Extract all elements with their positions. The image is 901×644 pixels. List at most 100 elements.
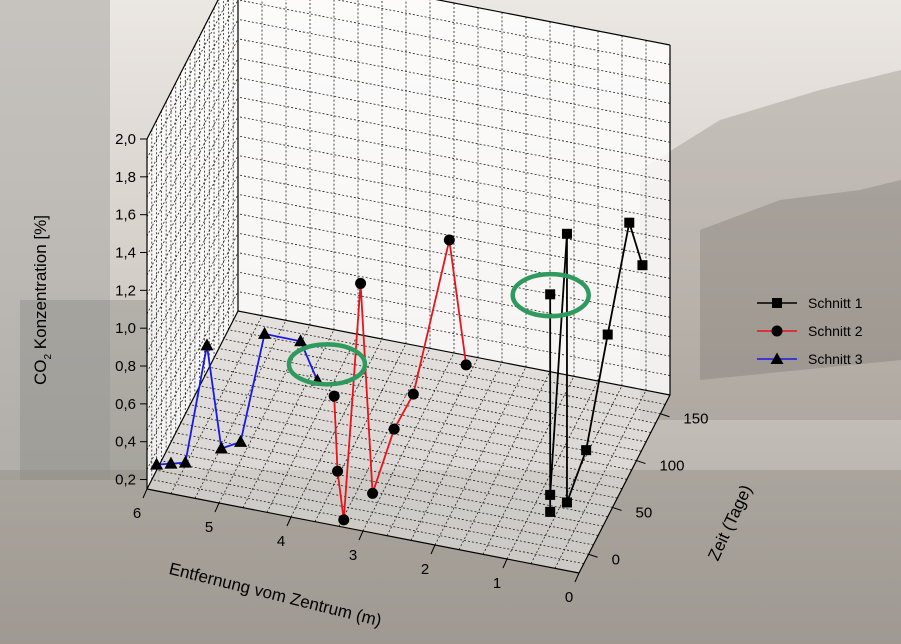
grid-line — [146, 77, 239, 256]
data-point-square — [545, 506, 556, 517]
floor-edge — [146, 310, 239, 490]
grid-line — [146, 194, 239, 373]
y-tick-label: 150 — [683, 411, 708, 428]
x-tick-label: 2 — [421, 561, 429, 578]
data-point-triangle — [214, 441, 228, 454]
legend-marker-circle — [771, 325, 783, 337]
data-point-circle — [332, 465, 344, 477]
legend: Schnitt 1 Schnitt 2 Schnitt 3 — [757, 295, 863, 367]
grid-line — [266, 334, 359, 513]
grid-line — [185, 413, 618, 499]
series-2 — [328, 234, 472, 526]
data-point-square — [561, 497, 572, 508]
x-tick-mark — [502, 558, 508, 569]
grid-line — [506, 380, 599, 560]
z-axis-ticks: 0,2 0,4 0,6 0,8 1,0 1,2 1,4 1,6 1,8 2,0 — [115, 131, 147, 489]
grid-line — [194, 394, 627, 480]
grid-line — [386, 357, 479, 536]
grid-line — [237, 193, 671, 279]
grid-line — [233, 319, 666, 405]
x-tick-mark — [430, 544, 436, 555]
grid-line — [237, 18, 671, 104]
data-point-square — [637, 260, 648, 271]
grid-line — [237, 291, 671, 376]
y-tick-label: 50 — [636, 504, 653, 521]
grid-line — [156, 469, 589, 555]
y-tick-mark — [612, 506, 622, 511]
grid-line — [237, 116, 671, 201]
data-point-circle — [388, 423, 400, 435]
grid-line — [209, 366, 642, 452]
grid-line — [146, 19, 239, 198]
grid-line — [554, 390, 647, 569]
data-point-triangle — [234, 434, 248, 447]
grid-line — [314, 343, 407, 522]
highlight-ellipse — [510, 271, 591, 319]
top-edge — [146, 0, 219, 140]
data-point-circle — [407, 388, 419, 400]
z-tick-label: 1,0 — [115, 320, 136, 337]
grid-line — [482, 376, 575, 555]
x-tick-mark — [286, 516, 292, 527]
floor-plane — [147, 311, 670, 573]
z-tick-label: 1,4 — [115, 245, 136, 262]
data-point-triangle — [178, 455, 192, 468]
data-point-circle — [328, 390, 340, 402]
grid-line — [434, 366, 527, 546]
grid-line — [228, 329, 661, 415]
z-tick-label: 0,2 — [115, 472, 136, 489]
data-point-circle — [367, 487, 379, 499]
y-tick-mark — [636, 460, 646, 465]
grid-line — [458, 371, 551, 550]
z-tick-label: 2,0 — [115, 131, 136, 148]
grid-line — [194, 320, 287, 499]
highlight-ellipse — [286, 342, 368, 387]
grid-line — [237, 96, 671, 182]
grid-line — [218, 348, 651, 433]
grid-line — [146, 0, 239, 179]
z-tick-label: 0,6 — [115, 396, 136, 413]
z-tick-label: 1,8 — [115, 169, 136, 186]
legend-marker-square — [772, 298, 782, 308]
grid — [146, 0, 671, 573]
x-tick-mark — [214, 502, 220, 513]
grid-line — [146, 96, 239, 276]
x-tick-mark — [142, 488, 148, 499]
annotations — [286, 271, 591, 387]
grid-line — [338, 348, 431, 527]
data-point-square — [581, 445, 592, 456]
y-tick-label: 100 — [659, 458, 684, 475]
z-tick-label: 1,6 — [115, 207, 136, 224]
grid-line — [336, 0, 671, 65]
grid-line — [237, 38, 671, 124]
legend-item-schnitt-1: Schnitt 1 — [757, 295, 863, 311]
grid-line — [237, 174, 671, 260]
data-point-circle — [460, 359, 472, 371]
grid-line — [530, 385, 623, 564]
grid-line — [362, 352, 455, 532]
y-axis-line — [578, 394, 671, 574]
z-tick-label: 1,2 — [115, 282, 136, 299]
x-tick-label: 6 — [133, 505, 141, 522]
data-point-circle — [443, 234, 455, 246]
data-point-triangle — [164, 456, 178, 469]
grid-line — [199, 385, 632, 471]
grid-line — [237, 271, 671, 357]
series-1 — [545, 217, 648, 517]
legend-item-schnitt-3: Schnitt 3 — [757, 351, 863, 367]
grid-line — [146, 291, 239, 470]
grid-line — [146, 271, 239, 451]
grid-line — [146, 38, 239, 217]
data-point-square — [561, 228, 572, 239]
grid-line — [290, 338, 383, 518]
grid-line — [180, 423, 613, 508]
grid-line — [146, 213, 239, 392]
data-point-square — [602, 329, 613, 340]
grid-line — [146, 233, 239, 412]
data-point-circle — [338, 514, 350, 526]
data-point-square — [545, 489, 556, 500]
data-point-square — [545, 289, 556, 300]
grid-line — [204, 376, 637, 461]
y-tick-mark — [660, 413, 670, 418]
grid-line — [242, 329, 335, 508]
